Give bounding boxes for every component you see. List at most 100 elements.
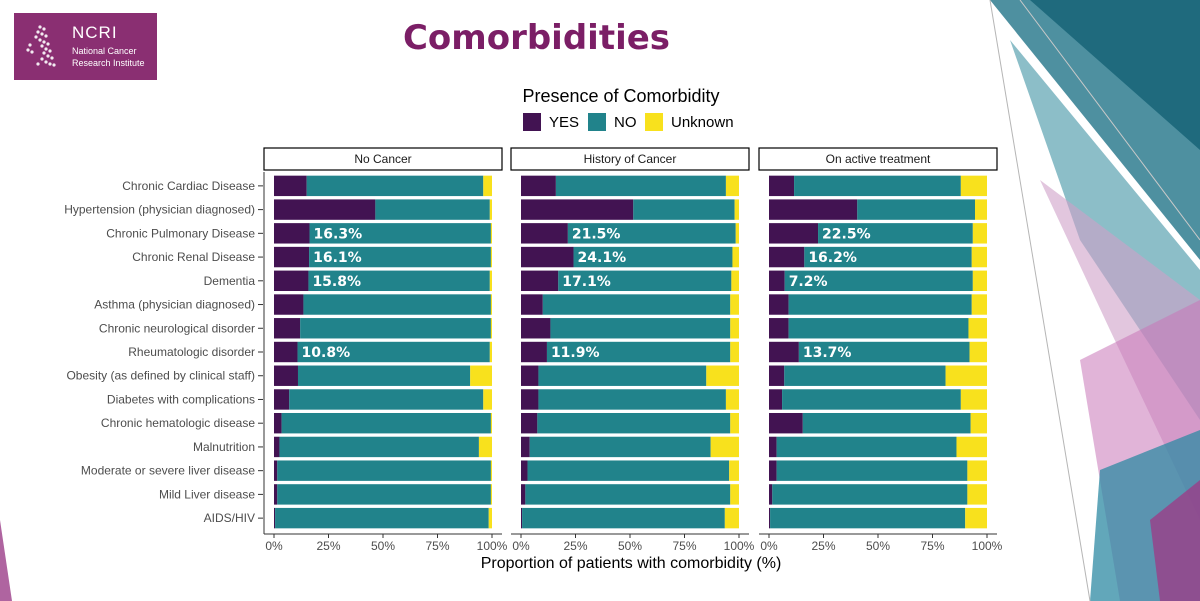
legend-label-yes: YES — [549, 114, 579, 131]
bar-unknown — [965, 507, 987, 529]
bar-unknown — [730, 484, 739, 505]
legend-label-no: NO — [614, 114, 637, 131]
x-tick-label: 100% — [477, 539, 508, 553]
legend-title: Presence of Comorbidity — [522, 86, 719, 106]
bar-unknown — [968, 318, 987, 339]
bar-unknown — [971, 246, 987, 268]
bar-yes — [769, 365, 785, 386]
category-label: Rheumatologic disorder — [128, 345, 255, 359]
bar-yes — [521, 507, 523, 529]
bar-unknown — [488, 507, 492, 529]
bar-unknown — [729, 460, 739, 481]
bar-yes — [769, 294, 789, 315]
data-label: 10.8% — [302, 345, 351, 361]
bar-no — [542, 294, 731, 315]
x-tick-label: 25% — [316, 539, 340, 553]
bar-no — [804, 246, 972, 268]
bar-yes — [521, 389, 539, 410]
uk-map-icon — [26, 25, 56, 67]
data-label: 17.1% — [562, 274, 611, 290]
bar-yes — [521, 175, 556, 197]
bar-yes — [769, 175, 795, 197]
bar-no — [529, 436, 711, 458]
logo-subtitle-line: National Cancer — [72, 46, 137, 56]
logo-subtitle: National Cancer Research Institute — [72, 45, 145, 69]
bar-unknown — [489, 270, 492, 292]
bar-unknown — [490, 412, 492, 434]
bar-no — [788, 294, 972, 315]
bar-unknown — [967, 460, 987, 481]
bar-unknown — [972, 223, 987, 244]
bar-yes — [769, 389, 783, 410]
bar-yes — [274, 318, 301, 339]
category-label: Dementia — [204, 274, 256, 288]
bar-yes — [769, 318, 789, 339]
category-label: Obesity (as defined by clinical staff) — [66, 369, 255, 383]
bar-yes — [521, 294, 543, 315]
bar-yes — [521, 460, 528, 481]
bar-yes — [521, 318, 551, 339]
bar-unknown — [490, 223, 492, 244]
bar-no — [776, 436, 957, 458]
bar-no — [633, 199, 735, 220]
bar-no — [567, 223, 736, 244]
facet-strip — [758, 147, 998, 171]
bar-no — [558, 270, 732, 292]
bar-yes — [769, 246, 805, 268]
facet-strip — [510, 147, 750, 171]
bar-unknown — [735, 223, 739, 244]
legend-swatch-yes — [523, 113, 541, 131]
bar-unknown — [490, 460, 492, 481]
bar-yes — [769, 199, 858, 220]
bar-unknown — [972, 270, 987, 292]
bar-unknown — [725, 389, 739, 410]
bar-yes — [521, 412, 538, 434]
bar-no — [784, 270, 973, 292]
data-label: 21.5% — [572, 226, 621, 242]
bar-no — [784, 365, 946, 386]
bar-yes — [521, 270, 559, 292]
bar-no — [277, 484, 491, 505]
bar-no — [546, 341, 731, 363]
data-label: 16.1% — [313, 250, 362, 266]
bar-no — [788, 318, 969, 339]
bar-no — [772, 484, 968, 505]
x-tick-label: 25% — [811, 539, 835, 553]
bar-unknown — [489, 199, 492, 220]
bar-unknown — [731, 270, 739, 292]
bar-unknown — [725, 175, 739, 197]
bar-unknown — [730, 318, 739, 339]
x-tick-label: 100% — [724, 539, 755, 553]
x-axis-title: Proportion of patients with comorbidity … — [481, 555, 782, 572]
bar-no — [527, 460, 730, 481]
bar-unknown — [730, 341, 739, 363]
legend-label-unknown: Unknown — [671, 114, 734, 131]
category-label: Malnutrition — [193, 440, 255, 454]
category-label: Mild Liver disease — [159, 487, 255, 501]
logo-subtitle-line: Research Institute — [72, 58, 145, 68]
bar-unknown — [706, 365, 739, 386]
bar-unknown — [490, 294, 492, 315]
bar-no — [550, 318, 731, 339]
bar-yes — [274, 246, 310, 268]
x-tick-label: 0% — [265, 539, 283, 553]
bar-yes — [274, 460, 278, 481]
bar-no — [297, 365, 471, 386]
bar-no — [297, 341, 490, 363]
bar-no — [802, 412, 971, 434]
bar-yes — [521, 436, 530, 458]
x-tick-label: 75% — [672, 539, 696, 553]
bar-unknown — [960, 175, 987, 197]
data-label: 15.8% — [312, 274, 361, 290]
facet-strip-label: No Cancer — [354, 152, 411, 166]
bar-yes — [521, 223, 568, 244]
ncri-logo: NCRI National Cancer Research Institute — [14, 13, 157, 80]
data-label: 11.9% — [551, 345, 600, 361]
bar-no — [300, 318, 491, 339]
bar-unknown — [734, 199, 739, 220]
category-label: Chronic neurological disorder — [99, 321, 255, 335]
bar-no — [289, 389, 484, 410]
bar-unknown — [490, 318, 492, 339]
bar-unknown — [710, 436, 739, 458]
